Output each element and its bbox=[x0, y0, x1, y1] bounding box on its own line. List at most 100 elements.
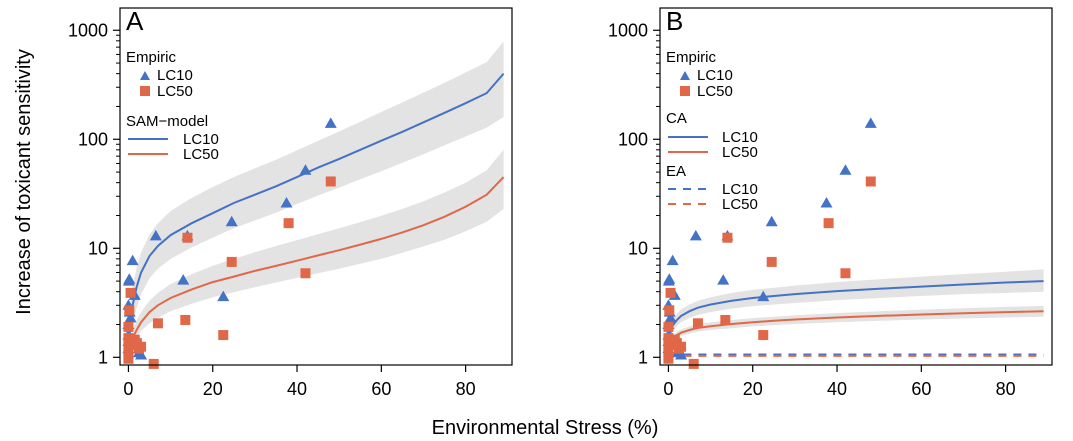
point-lc50-b bbox=[766, 256, 777, 267]
point-lc50-a bbox=[300, 268, 311, 279]
x-axis-title: Environmental Stress (%) bbox=[432, 417, 659, 439]
legend-a-empiric-title: Empiric bbox=[126, 49, 177, 66]
legend-b-ea-lc50: LC50 bbox=[722, 196, 758, 213]
legend-a-model-lc10: LC10 bbox=[183, 131, 219, 148]
y-tick-label-b: 100 bbox=[618, 129, 648, 149]
x-tick-label-a: 60 bbox=[371, 379, 391, 399]
y-tick-label-b: 1 bbox=[638, 347, 648, 367]
point-lc10-b bbox=[757, 290, 770, 302]
point-lc10-b bbox=[839, 164, 852, 175]
point-lc10-a bbox=[135, 348, 148, 360]
panel-b: 0 20 40 60 80 1 10 100 1000 B Empiric LC10 LC50 … bbox=[608, 6, 1053, 399]
point-lc50-a bbox=[182, 232, 193, 243]
point-lc50-b bbox=[663, 345, 674, 356]
point-lc50-b bbox=[865, 176, 876, 187]
panel-b-label: B bbox=[666, 6, 683, 36]
point-lc50-a bbox=[325, 176, 336, 187]
point-lc50-a bbox=[226, 256, 237, 267]
point-lc50-a bbox=[148, 358, 159, 369]
panel-b-legend: Empiric LC10 LC50 CA LC10 LC50 EA LC10 L… bbox=[666, 49, 758, 213]
point-lc50-b bbox=[663, 333, 674, 344]
point-lc50-a bbox=[283, 218, 294, 229]
point-lc50-b bbox=[840, 268, 851, 279]
point-lc10-b bbox=[717, 274, 730, 285]
panel-a-legend: Empiric LC10 LC50 SAM−model LC10 LC50 bbox=[126, 49, 219, 163]
point-lc50-b bbox=[664, 305, 675, 316]
legend-a-empiric-lc10: LC10 bbox=[157, 67, 193, 84]
point-lc50-a bbox=[218, 330, 229, 341]
point-lc10-a bbox=[123, 273, 136, 284]
point-lc10-a bbox=[299, 164, 312, 175]
point-lc10-b bbox=[820, 197, 833, 208]
legend-b-empiric-title: Empiric bbox=[666, 49, 717, 66]
legend-a-empiric-lc50: LC50 bbox=[157, 83, 193, 100]
panel-a-points bbox=[122, 117, 337, 369]
series-line-lc10-a bbox=[127, 72, 505, 358]
y-axis-title: Increase of toxicant sensitivity bbox=[13, 49, 35, 315]
y-tick-label-a: 1000 bbox=[68, 20, 108, 40]
series-line-lc10-b bbox=[667, 280, 1044, 358]
point-lc10-a bbox=[126, 254, 139, 266]
point-lc10-a bbox=[177, 274, 190, 285]
y-tick-label-a: 100 bbox=[78, 129, 108, 149]
y-tick-label-a: 10 bbox=[88, 238, 108, 258]
point-lc50-b bbox=[688, 358, 699, 369]
x-tick-label-a: 20 bbox=[203, 379, 223, 399]
panel-b-bands bbox=[668, 269, 1044, 358]
x-tick-label-a: 40 bbox=[287, 379, 307, 399]
point-lc50-a bbox=[123, 321, 134, 332]
point-lc50-b bbox=[676, 341, 687, 352]
legend-a-lc10-marker bbox=[140, 71, 150, 80]
confidence-band-lc50-b bbox=[668, 305, 1044, 358]
legend-a-model-title: SAM−model bbox=[126, 113, 208, 130]
panel-a-lines bbox=[127, 72, 505, 358]
point-lc10-b bbox=[689, 229, 702, 241]
legend-a-model-lc50: LC50 bbox=[183, 146, 219, 163]
point-lc50-b bbox=[720, 314, 731, 325]
legend-b-ea-lc10: LC10 bbox=[722, 181, 758, 198]
legend-b-ea-title: EA bbox=[666, 163, 686, 180]
x-tick-label-a: 0 bbox=[123, 379, 133, 399]
legend-b-ca-lc10: LC10 bbox=[722, 129, 758, 146]
panel-a-axes: 0 20 40 60 80 1 10 100 1000 bbox=[68, 7, 513, 399]
y-tick-label-a: 1 bbox=[98, 347, 108, 367]
point-lc50-a bbox=[180, 314, 191, 325]
confidence-band-lc50-a bbox=[128, 149, 504, 358]
point-lc10-a bbox=[280, 197, 293, 208]
x-tick-label-b: 60 bbox=[911, 379, 931, 399]
x-tick-label-a: 80 bbox=[456, 379, 476, 399]
point-lc50-a bbox=[123, 345, 134, 356]
legend-a-lc50-marker bbox=[140, 86, 150, 96]
point-lc10-b bbox=[664, 311, 677, 323]
point-lc50-b bbox=[722, 232, 733, 243]
legend-b-ca-lc50: LC50 bbox=[722, 144, 758, 161]
point-lc10-a bbox=[324, 117, 337, 128]
panel-a-bands bbox=[128, 41, 504, 358]
point-lc10-b bbox=[666, 254, 679, 266]
panel-b-axes: 0 20 40 60 80 1 10 100 1000 bbox=[608, 7, 1053, 399]
x-tick-label-b: 20 bbox=[743, 379, 763, 399]
panel-b-points bbox=[662, 117, 877, 369]
panel-a-label: A bbox=[126, 6, 144, 36]
legend-b-lc50-marker bbox=[680, 86, 690, 96]
x-tick-label-b: 40 bbox=[827, 379, 847, 399]
point-lc50-a bbox=[123, 333, 134, 344]
panel-a: 0 20 40 60 80 1 10 100 1000 A Empiric LC10 LC50 … bbox=[68, 6, 513, 399]
point-lc50-b bbox=[758, 330, 769, 341]
point-lc50-b bbox=[823, 218, 834, 229]
point-lc50-a bbox=[124, 305, 135, 316]
point-lc10-b bbox=[675, 348, 688, 360]
plot-frame-a bbox=[119, 7, 513, 366]
legend-b-lc10-marker bbox=[680, 71, 690, 80]
point-lc10-a bbox=[149, 229, 162, 241]
point-lc10-a bbox=[217, 290, 230, 302]
point-lc50-b bbox=[692, 318, 703, 329]
legend-b-empiric-lc50: LC50 bbox=[697, 83, 733, 100]
point-lc10-a bbox=[225, 215, 238, 227]
point-lc10-b bbox=[864, 117, 877, 128]
x-tick-label-b: 0 bbox=[663, 379, 673, 399]
x-tick-label-b: 80 bbox=[996, 379, 1016, 399]
confidence-band-lc10-b bbox=[668, 269, 1044, 358]
legend-b-empiric-lc10: LC10 bbox=[697, 67, 733, 84]
